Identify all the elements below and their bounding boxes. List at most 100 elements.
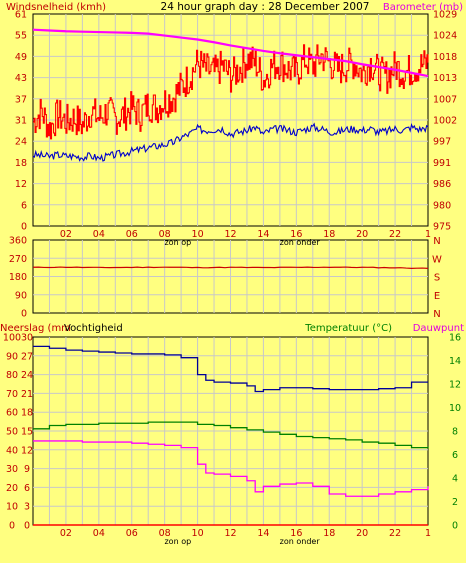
x-tick-label: 14 [257, 528, 269, 539]
sun-marker-label: zon op [164, 238, 191, 247]
x-tick-label: 20 [356, 229, 368, 240]
sun-marker-label: zon op [164, 537, 191, 546]
x-tick-label: 06 [126, 229, 138, 240]
x-tick-label: 04 [93, 229, 105, 240]
wind-y-tick-label: 18 [15, 158, 27, 169]
dewpoint-axis-label: Dauwpunt [413, 323, 464, 334]
sun-marker-label: zon onder [280, 537, 321, 546]
humidity-y-tick-label: 3 [24, 502, 30, 513]
x-tick-label: 10 [192, 528, 204, 539]
x-tick-label: 08 [159, 528, 171, 539]
wind-y-tick-label: 49 [15, 52, 27, 63]
x-tick-label: 16 [290, 528, 302, 539]
humidity-y-tick-label: 24 [21, 370, 33, 381]
x-tick-label: 14 [257, 229, 269, 240]
rain-y-tick-label: 60 [6, 408, 18, 419]
temperature-y-tick-label: 12 [449, 380, 461, 391]
rain-y-tick-label: 0 [9, 521, 15, 532]
temperature-y-tick-label: 6 [452, 450, 458, 461]
rain-y-tick-label: 50 [6, 427, 18, 438]
humidity-y-tick-label: 0 [24, 521, 30, 532]
wind-y-tick-label: 61 [15, 10, 27, 21]
baro-y-tick-label: 1002 [433, 116, 457, 127]
baro-y-tick-label: 986 [433, 179, 451, 190]
temperature-y-tick-label: 0 [452, 521, 458, 532]
humidity-y-tick-label: 27 [21, 351, 33, 362]
baro-y-tick-label: 980 [433, 200, 451, 211]
x-tick-label: 1 [425, 528, 431, 539]
wind-direction-line [32, 266, 429, 269]
humidity-y-tick-label: 12 [21, 445, 33, 456]
rain-y-tick-label: 30 [6, 464, 18, 475]
rain-y-tick-label: 90 [6, 351, 18, 362]
rain-y-tick-label: 10 [6, 502, 18, 513]
x-tick-label: 04 [93, 528, 105, 539]
wind-y-tick-label: 43 [15, 73, 27, 84]
baro-y-tick-label: 1013 [433, 73, 457, 84]
x-tick-label: 16 [290, 229, 302, 240]
rain-y-tick-label: 100 [3, 333, 21, 344]
temperature-y-tick-label: 16 [449, 333, 461, 344]
temperature-y-tick-label: 2 [452, 497, 458, 508]
rain-y-tick-label: 40 [6, 445, 18, 456]
direction-y-tick-label: 180 [9, 272, 27, 283]
compass-label: W [432, 254, 442, 265]
temperature-axis-label: Temperatuur (°C) [304, 323, 392, 334]
x-tick-label: 02 [60, 229, 72, 240]
humidity-y-tick-label: 18 [21, 408, 33, 419]
x-tick-label: 22 [389, 528, 401, 539]
x-tick-label: 12 [224, 528, 236, 539]
rain-y-tick-label: 20 [6, 483, 18, 494]
humidity-y-tick-label: 30 [21, 333, 33, 344]
compass-label: S [434, 273, 440, 284]
direction-y-tick-label: 270 [9, 254, 27, 265]
wind-y-tick-label: 37 [15, 94, 27, 105]
baro-y-tick-label: 1018 [433, 52, 457, 63]
graph-title: 24 hour graph day : 28 December 2007 [161, 1, 370, 13]
compass-label: N [433, 309, 440, 320]
x-tick-label: 10 [192, 229, 204, 240]
humidity-axis-label: Vochtigheid [64, 323, 123, 334]
grid-layer [33, 14, 428, 525]
baro-y-tick-label: 991 [433, 158, 451, 169]
wind-gust-line [32, 122, 429, 162]
x-tick-label: 22 [389, 229, 401, 240]
direction-y-tick-label: 0 [21, 309, 27, 320]
baro-y-tick-label: 1029 [433, 10, 457, 21]
wind-y-tick-label: 31 [15, 116, 27, 127]
humidity-y-tick-label: 9 [24, 464, 30, 475]
x-tick-label: 18 [323, 229, 335, 240]
temperature-y-tick-label: 10 [449, 403, 461, 414]
x-tick-label: 08 [159, 229, 171, 240]
wind-y-tick-label: 55 [15, 31, 27, 42]
direction-y-tick-label: 90 [15, 290, 27, 301]
humidity-y-tick-label: 6 [24, 483, 30, 494]
temperature-y-tick-label: 8 [452, 427, 458, 438]
series-layer [32, 28, 429, 526]
rain-axis-label: Neerslag (mm [0, 323, 71, 334]
compass-label: E [434, 291, 440, 302]
rain-y-tick-label: 80 [6, 370, 18, 381]
sun-marker-label: zon onder [280, 238, 321, 247]
baro-y-tick-label: 997 [433, 137, 451, 148]
x-tick-label: 02 [60, 528, 72, 539]
pressure-line [32, 28, 429, 78]
x-tick-label: 1 [425, 229, 431, 240]
baro-y-tick-label: 975 [433, 222, 451, 233]
temperature-y-tick-label: 14 [449, 356, 461, 367]
wind-y-tick-label: 12 [15, 179, 27, 190]
temperature-y-tick-label: 4 [452, 474, 458, 485]
wind-y-tick-label: 24 [15, 137, 27, 148]
humidity-y-tick-label: 21 [21, 389, 33, 400]
compass-label: N [433, 236, 440, 247]
dewpoint-line [33, 440, 429, 497]
x-tick-label: 20 [356, 528, 368, 539]
wind-y-tick-label: 0 [21, 222, 27, 233]
x-tick-label: 18 [323, 528, 335, 539]
wind-speed-line [33, 44, 429, 140]
barometer-axis-label: Barometer (mb) [383, 2, 463, 13]
wind-axis-label: Windsnelheid (kmh) [6, 2, 106, 13]
direction-y-tick-label: 360 [9, 236, 27, 247]
baro-y-tick-label: 1024 [433, 31, 457, 42]
